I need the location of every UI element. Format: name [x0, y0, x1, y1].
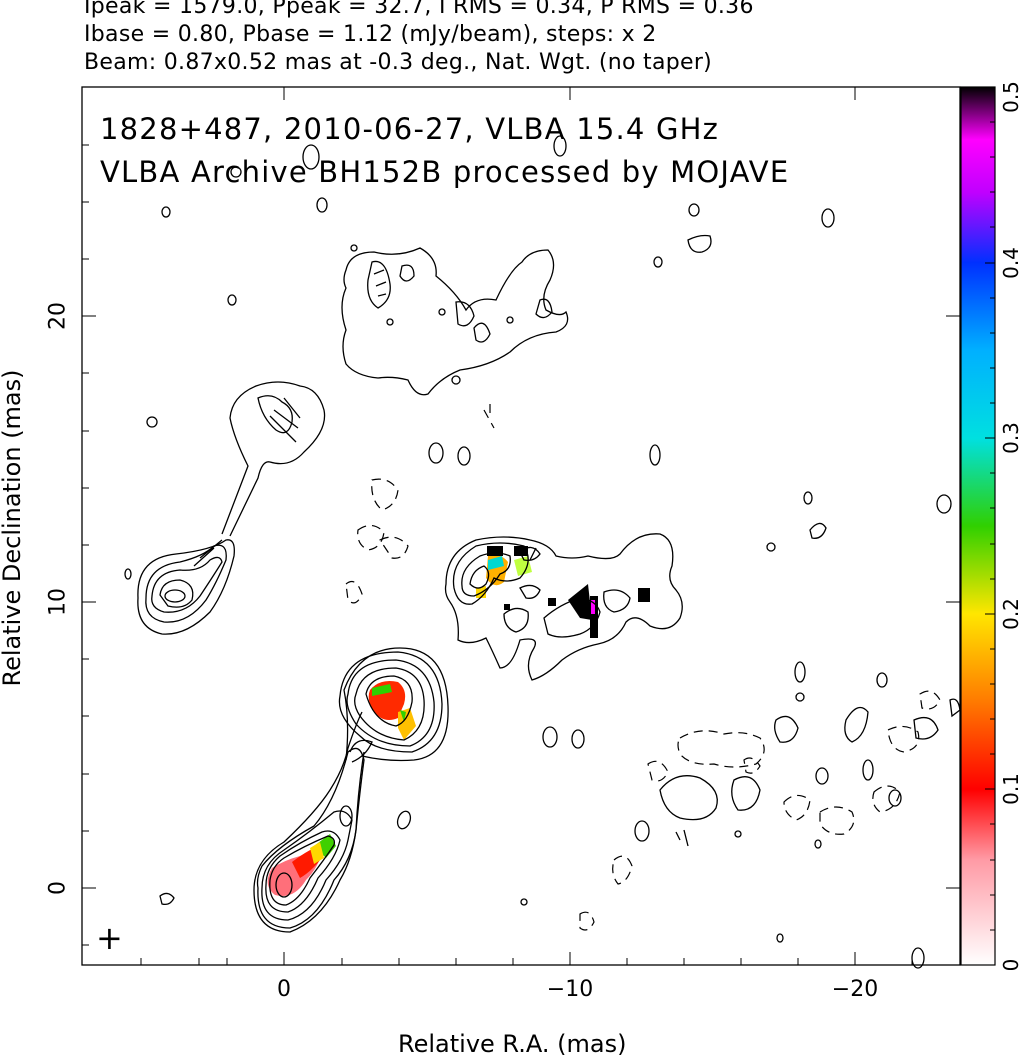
source-title: 1828+487, 2010-06-27, VLBA 15.4 GHz [100, 112, 720, 146]
colorbar-tick-label: 0.5 [999, 81, 1022, 113]
header-base-values: Ibase = 0.80, Pbase = 1.12 (mJy/beam), s… [84, 22, 657, 47]
intensity-contours [124, 135, 961, 969]
plot-frame [81, 86, 961, 966]
header-beam-info: Beam: 0.87x0.52 mas at -0.3 deg., Nat. W… [84, 50, 713, 75]
colorbar-ticks [985, 86, 995, 966]
y-tick-label: 0 [45, 881, 71, 895]
axis-ticks [82, 87, 960, 965]
source-subtitle: VLBA Archive BH152B processed by MOJAVE [100, 155, 790, 189]
header-peak-values: Ipeak = 1579.0, Ppeak = 32.7, I RMS = 0.… [84, 0, 754, 19]
colorbar [960, 86, 996, 966]
y-tick-label: 10 [45, 588, 71, 616]
colorbar-tick-label: 0 [999, 958, 1022, 972]
x-tick-label: 0 [277, 977, 291, 1002]
colorbar-tick-label: 0.2 [999, 598, 1022, 630]
colorbar-tick-label: 0.1 [999, 773, 1022, 805]
colorbar-tick-label: 0.3 [999, 422, 1022, 454]
negative-contours [345, 404, 941, 931]
x-axis-label: Relative R.A. (mas) [398, 1030, 627, 1058]
y-tick-label: 20 [45, 302, 71, 330]
y-axis-label: Relative Declination (mas) [0, 369, 26, 687]
x-tick-label: −20 [831, 977, 879, 1002]
colorbar-tick-label: 0.4 [999, 247, 1022, 279]
x-tick-label: −10 [546, 977, 594, 1002]
beam-marker: + [96, 919, 123, 957]
